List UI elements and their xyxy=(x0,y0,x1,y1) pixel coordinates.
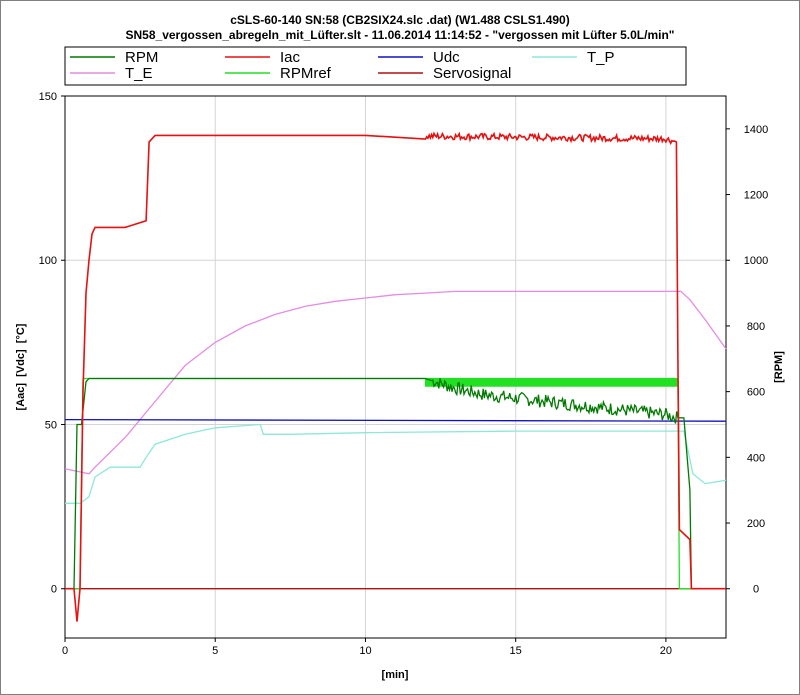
legend-label: T_E xyxy=(125,65,153,82)
x-tick-label: 0 xyxy=(62,645,68,657)
axes: 0 5 10 15 2005010015002004006008001000120014… xyxy=(39,91,769,657)
legend-label: Udc xyxy=(433,49,460,66)
y-axis-left-label: [Aac] [Vdc] [°C] xyxy=(15,323,27,410)
legend-label: T_P xyxy=(587,49,615,66)
plot-area xyxy=(64,95,727,639)
legend-label: RPMref xyxy=(280,65,332,82)
y-left-tick-label: 0 xyxy=(51,584,57,596)
chart-title: cSLS-60-140 SN:58 (CB2SIX24.slc .dat) (W… xyxy=(230,13,570,27)
y-right-tick-label: 400 xyxy=(747,452,765,464)
legend-label: RPM xyxy=(125,49,158,66)
x-tick-label: 5 xyxy=(212,645,218,657)
series-t_p-line xyxy=(65,423,727,504)
chart-subtitle: SN58_vergossen_abregeln_mit_Lüfter.slt -… xyxy=(125,28,675,42)
y-right-tick-label: 0 xyxy=(753,584,759,596)
series-rpm-line xyxy=(65,377,726,590)
series-iac-line xyxy=(65,131,726,622)
y-right-tick-label: 1400 xyxy=(744,124,768,136)
y-axis-right-label: [RPM] xyxy=(773,351,785,383)
grid xyxy=(64,95,726,638)
y-right-tick-label: 800 xyxy=(747,321,765,333)
y-right-tick-label: 1000 xyxy=(744,255,768,267)
series-t_e-line xyxy=(64,290,727,475)
x-axis-label: [min] xyxy=(382,669,409,681)
y-left-tick-label: 100 xyxy=(39,255,57,267)
x-tick-label: 20 xyxy=(660,645,672,657)
legend-label: Servosignal xyxy=(433,65,511,82)
legend-label: Iac xyxy=(280,49,301,66)
legend-box xyxy=(64,46,687,86)
legend: RPM Iac Udc T_P T_E RPMref Servosignal xyxy=(64,46,687,86)
series-rpmref-band xyxy=(424,378,678,387)
x-tick-label: 10 xyxy=(359,645,371,657)
y-right-tick-label: 600 xyxy=(747,387,765,399)
y-left-tick-label: 50 xyxy=(45,419,57,431)
y-right-tick-label: 200 xyxy=(747,518,765,530)
x-tick-label: 15 xyxy=(510,645,522,657)
y-left-tick-label: 150 xyxy=(39,91,57,103)
series-group xyxy=(64,131,727,622)
y-right-tick-label: 1200 xyxy=(744,190,768,202)
series-udc-line xyxy=(64,418,727,422)
